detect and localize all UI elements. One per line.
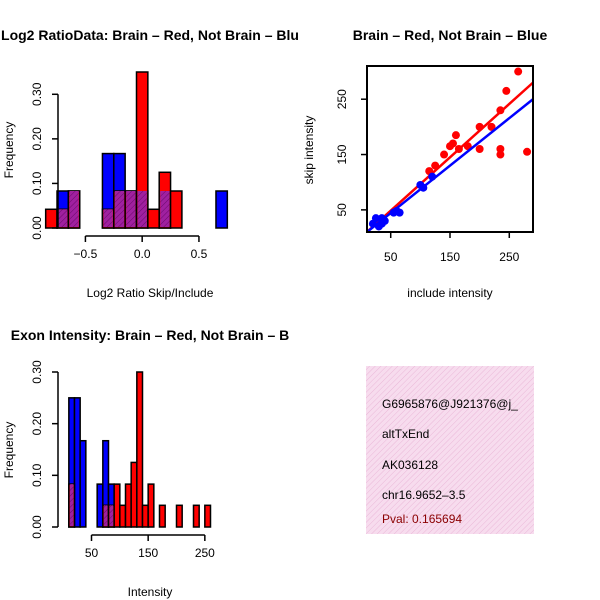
ratio-y-tick-label: 0.00 [30,216,44,240]
intensity-bar-brain [130,461,138,528]
scatter-point-brain [523,147,532,156]
scatter-point-brain [502,86,511,95]
intensity-bar-overlap [69,484,74,526]
ratio-histogram-bars [44,71,229,229]
info-line-pval: Pval: 0.165694 [382,512,462,526]
intensity-histogram-axes: 50 150 250 0.00 0.10 0.20 0.30 [30,360,215,560]
ratio-bar-brain [135,71,149,229]
ratio-bar-overlap [126,191,136,227]
intensity-y-tick-label: 0.30 [30,360,44,384]
scatter-point-brain [475,145,484,153]
info-line-location: chr16.9652–3.5 [382,488,466,502]
scatter-y-tick-label: 150 [335,144,349,164]
ratio-bar-overlap [58,209,68,227]
scatter-x-tick-label: 250 [499,250,519,264]
ratio-histogram-ylabel: Frequency [2,122,16,179]
ratio-x-tick-label: 0.0 [134,247,151,261]
scatter-point-brain [496,150,505,159]
intensity-bar-overlap [109,505,114,526]
intensity-bar-brain [113,483,121,528]
scatter-xlabel: include intensity [407,286,492,300]
ratio-histogram-title: Log2 RatioData: Brain – Red, Not Brain –… [1,27,299,43]
intensity-x-tick-label: 250 [195,546,215,560]
intensity-histogram-panel: Exon Intensity: Brain – Red, Not Brain –… [2,327,289,599]
scatter-ylabel: skip intensity [302,116,316,185]
scatter-point-brain [514,67,523,76]
intensity-bar-not-brain [96,483,104,528]
scatter-point-not-brain [395,208,404,217]
info-panel-background [366,366,534,534]
scatter-point-brain [440,150,449,159]
ratio-bar-brain [44,208,58,229]
scatter-point-brain [451,131,460,140]
ratio-bar-overlap [69,191,79,227]
intensity-bar-brain [175,504,183,528]
scatter-point-not-brain [371,214,380,223]
ratio-bar-brain [169,190,183,229]
intensity-bar-brain [158,504,166,528]
intensity-histogram-title: Exon Intensity: Brain – Red, Not Brain –… [11,327,290,343]
scatter-marks [368,67,532,231]
scatter-axes: 50 150 250 50 150 250 [335,89,520,264]
ratio-bar-overlap [103,209,113,227]
intensity-x-tick-label: 50 [85,546,99,560]
intensity-bar-not-brain [73,397,81,528]
ratio-bar-overlap [137,191,147,227]
intensity-bar-brain [124,483,132,528]
intensity-bar-brain [147,483,155,528]
intensity-y-tick-label: 0.00 [30,515,44,539]
ratio-bar-not-brain [215,190,229,229]
ratio-bar-overlap [160,191,170,227]
ratio-bar-brain [147,208,160,229]
intensity-y-tick-label: 0.20 [30,412,44,436]
intensity-histogram-xlabel: Intensity [128,585,173,599]
ratio-histogram-panel: Log2 RatioData: Brain – Red, Not Brain –… [1,27,299,300]
intensity-bar-brain [204,504,212,528]
ratio-x-tick-label: −0.5 [74,247,98,261]
ratio-x-tick-label: 0.5 [191,247,208,261]
intensity-histogram-bars [68,371,212,528]
ratio-bar-overlap [114,191,125,227]
scatter-point-brain [496,145,505,153]
ratio-histogram-axes: −0.5 0.0 0.5 0.00 0.10 0.20 0.30 [30,82,208,261]
scatter-point-brain [487,122,496,131]
scatter-fit-line-brain [368,81,532,231]
intensity-bar-brain [119,504,127,528]
intensity-bar-brain [136,371,144,528]
scatter-point-brain [448,139,457,148]
ratio-y-tick-label: 0.10 [30,171,44,195]
intensity-bar-brain [141,504,149,528]
intensity-bar-overlap [103,505,108,526]
info-line-id: G6965876@J921376@j_ [382,397,518,411]
intensity-bar-brain [192,504,200,528]
intensity-bar-not-brain [79,439,87,528]
info-line-accession: AK036128 [382,458,438,472]
ratio-y-tick-label: 0.20 [30,127,44,151]
intensity-y-tick-label: 0.10 [30,463,44,487]
scatter-y-tick-label: 250 [335,89,349,109]
scatter-y-tick-label: 50 [335,203,349,217]
ratio-histogram-xlabel: Log2 Ratio Skip/Include [87,286,214,300]
info-panel: G6965876@J921376@j_ altTxEnd AK036128 ch… [366,366,534,534]
scatter-x-tick-label: 50 [384,250,398,264]
info-line-event: altTxEnd [382,427,429,441]
intensity-histogram-ylabel: Frequency [2,422,16,479]
ratio-y-tick-label: 0.30 [30,82,44,106]
scatter-plot-area [368,67,532,231]
intensity-scatter-panel: Brain – Red, Not Brain – Blue 50 150 25050… [302,27,547,300]
intensity-x-tick-label: 150 [138,546,158,560]
scatter-fit-line-not-brain [368,98,532,231]
scatter-x-tick-label: 150 [440,250,460,264]
scatter-title: Brain – Red, Not Brain – Blue [353,27,548,43]
